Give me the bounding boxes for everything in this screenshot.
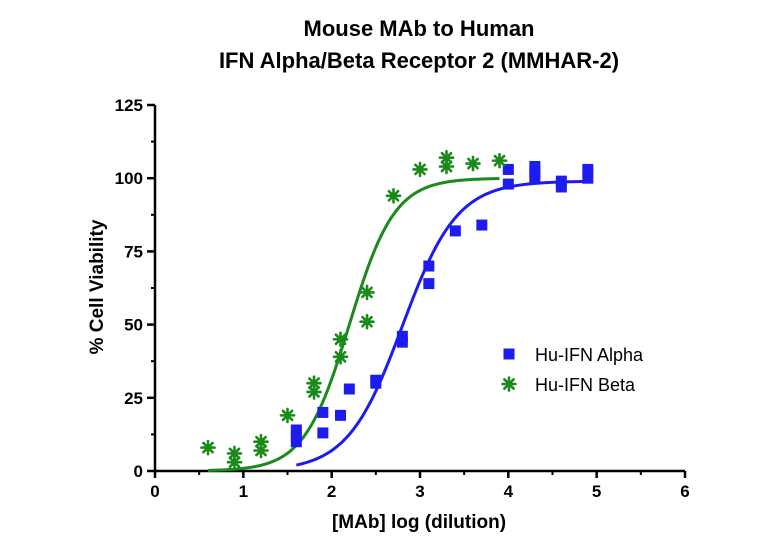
- data-point-beta: [332, 349, 349, 365]
- x-tick-label: 2: [327, 482, 336, 501]
- legend-label-alpha: Hu-IFN Alpha: [535, 345, 644, 365]
- data-point-beta: [279, 407, 296, 424]
- legend-square-marker: [503, 348, 515, 360]
- data-point-alpha: [290, 424, 302, 436]
- data-point-beta: [226, 454, 243, 471]
- data-points: [200, 149, 594, 471]
- data-point-alpha: [423, 260, 435, 272]
- legend-marker-alpha: [503, 348, 515, 360]
- axes: 0 1 2 3 4 5 6 0 25 50 75 100 125: [115, 96, 690, 501]
- data-point-alpha: [582, 172, 594, 184]
- data-point-beta: [385, 187, 402, 204]
- data-point-beta: [359, 284, 375, 301]
- data-point-beta: [332, 331, 349, 348]
- data-point-alpha: [555, 181, 567, 193]
- x-axis-label: [MAb] log (dilution): [332, 512, 506, 533]
- fit-curve-alpha: [296, 179, 588, 467]
- data-point-alpha: [476, 219, 488, 231]
- data-point-beta: [491, 152, 508, 169]
- data-point-alpha: [335, 409, 346, 421]
- data-point-alpha: [396, 336, 408, 348]
- data-point-alpha: [502, 178, 514, 190]
- x-tick-label: 1: [239, 482, 248, 501]
- fit-curves: [207, 177, 588, 472]
- fit-curve-beta: [207, 177, 500, 472]
- data-point-beta: [253, 433, 269, 450]
- data-point-beta: [226, 445, 243, 462]
- data-point-alpha: [343, 383, 355, 395]
- data-point-beta: [306, 375, 322, 391]
- x-tick-label: 0: [150, 482, 159, 501]
- data-point-beta: [253, 442, 269, 459]
- data-point-alpha: [423, 278, 435, 290]
- y-tick-label: 25: [124, 389, 143, 408]
- data-point-beta: [465, 155, 481, 172]
- x-tick-label: 3: [415, 482, 424, 501]
- data-point-alpha: [290, 436, 302, 448]
- data-point-alpha: [529, 172, 541, 184]
- chart-title-line-2: IFN Alpha/Beta Receptor 2 (MMHAR-2): [219, 48, 619, 73]
- legend-asterisk-marker: [501, 376, 517, 392]
- data-point-alpha: [317, 427, 329, 439]
- data-point-alpha: [317, 406, 329, 418]
- legend-label-beta: Hu-IFN Beta: [535, 375, 636, 395]
- data-point-alpha: [582, 163, 594, 175]
- chart-title-line-1: Mouse MAb to Human: [304, 16, 535, 41]
- y-tick-label: 100: [115, 169, 143, 188]
- y-tick-label: 75: [124, 242, 143, 261]
- data-point-alpha: [529, 160, 541, 172]
- x-tick-label: 5: [592, 482, 601, 501]
- data-point-beta: [438, 149, 455, 166]
- data-point-alpha: [502, 163, 514, 175]
- x-tick-label: 6: [680, 482, 689, 501]
- y-tick-label: 50: [124, 316, 143, 335]
- data-point-alpha: [396, 330, 408, 342]
- legend-marker-beta: [501, 376, 517, 392]
- y-tick-label: 125: [115, 96, 143, 115]
- data-point-beta: [412, 161, 428, 178]
- data-point-alpha: [449, 225, 461, 237]
- data-point-alpha: [529, 166, 541, 178]
- data-point-beta: [359, 313, 375, 330]
- x-tick-label: 4: [504, 482, 514, 501]
- data-point-alpha: [555, 175, 567, 187]
- y-tick-label: 0: [134, 462, 143, 481]
- y-axis-label: % Cell Viability: [87, 219, 108, 354]
- data-point-beta: [200, 439, 216, 456]
- data-point-alpha: [370, 374, 382, 386]
- legend: Hu-IFN Alpha Hu-IFN Beta: [501, 345, 644, 395]
- data-point-alpha: [290, 430, 302, 442]
